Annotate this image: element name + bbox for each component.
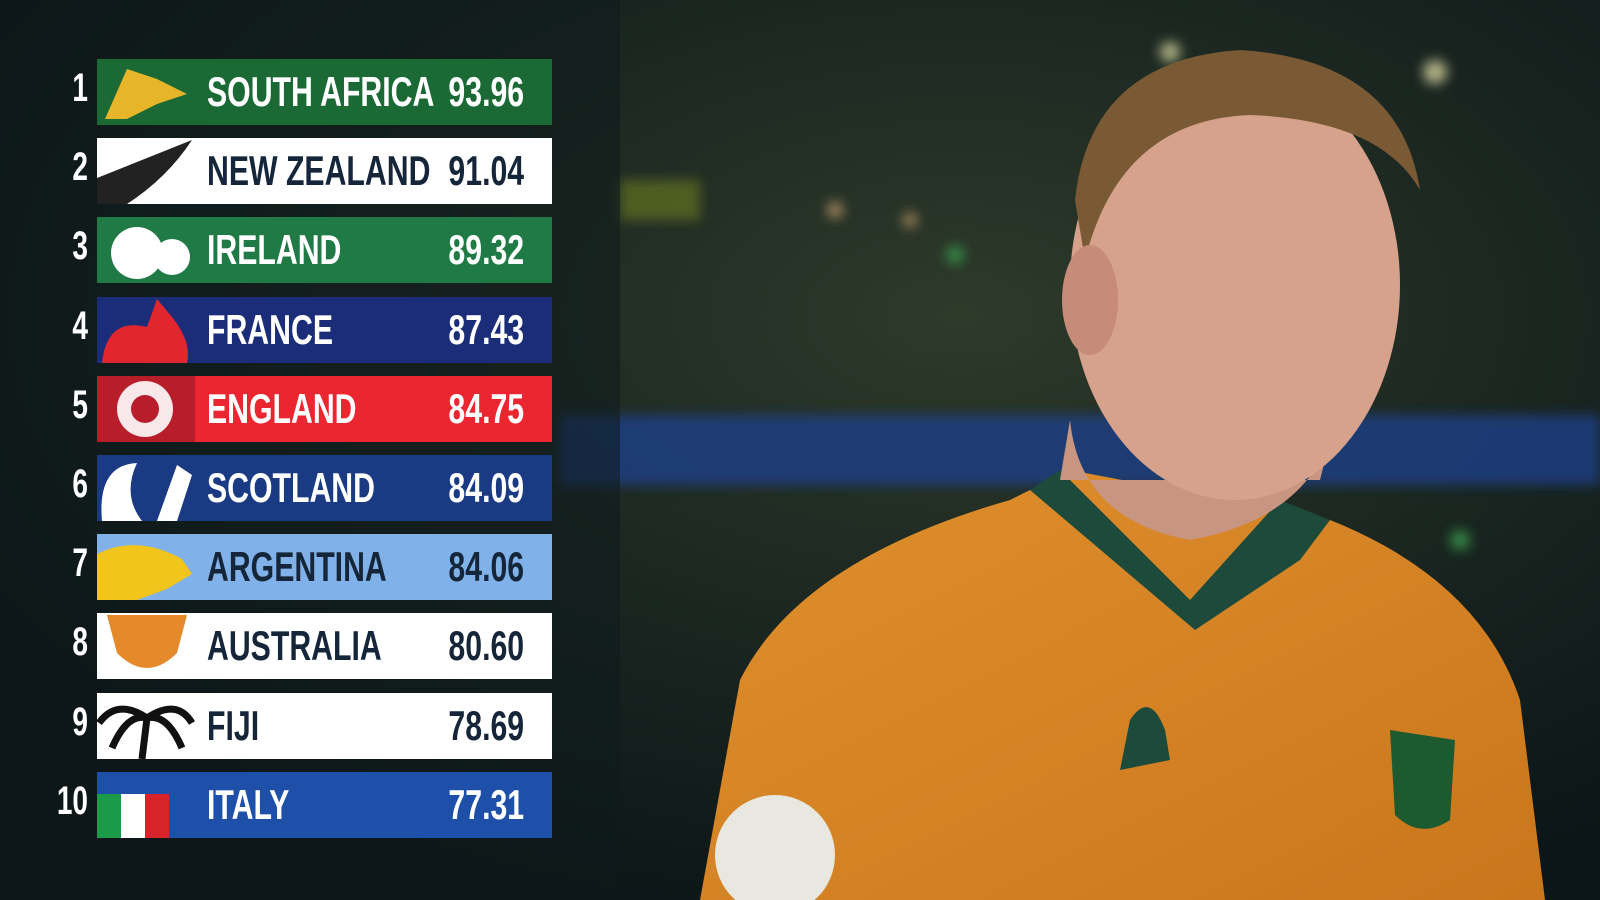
rank-number: 8: [72, 620, 88, 665]
logo-shape: [97, 705, 195, 759]
rank-number: 4: [72, 303, 88, 348]
team-points: 89.32: [448, 226, 524, 274]
rank-number: 1: [72, 66, 88, 110]
ranking-row: FRANCE 87.43: [97, 296, 552, 363]
team-name: AUSTRALIA: [207, 622, 382, 670]
team-points: 80.60: [448, 622, 524, 670]
ranking-row: ITALY 77.31: [97, 771, 552, 838]
team-logo: [97, 138, 195, 205]
team-points: 84.09: [448, 464, 524, 511]
team-points: 91.04: [448, 147, 524, 195]
ranking-row: FIJI 78.69: [97, 692, 552, 759]
rank-number: 7: [72, 541, 88, 586]
team-logo: [97, 59, 195, 125]
rank-number: 5: [72, 382, 88, 427]
team-points: 84.06: [448, 543, 524, 591]
team-name: ARGENTINA: [207, 543, 387, 591]
ranking-row: SOUTH AFRICA 93.96: [97, 59, 552, 125]
logo-shape: [121, 793, 145, 838]
team-logo: [97, 217, 195, 284]
team-name: FRANCE: [207, 305, 333, 353]
rank-number: 2: [72, 145, 88, 190]
logo-shape: [105, 69, 187, 119]
team-points: 93.96: [448, 68, 524, 115]
team-logo: [97, 534, 195, 601]
rankings-table: 1 SOUTH AFRICA 93.96 2 NEW ZEALAND 91.04 3 IREL…: [0, 0, 600, 900]
logo-shape: [154, 239, 190, 276]
team-logo: [97, 375, 195, 442]
ranking-row: AUSTRALIA 80.60: [97, 613, 552, 680]
rank-number: 10: [56, 778, 88, 823]
logo-shape: [97, 793, 121, 838]
ranking-row: ARGENTINA 84.06: [97, 534, 552, 601]
team-name: ENGLAND: [207, 384, 357, 432]
logo-shape: [97, 140, 192, 205]
ranking-row: NEW ZEALAND 91.04: [97, 138, 552, 205]
team-points: 87.43: [448, 305, 524, 353]
team-logo: [97, 771, 195, 838]
team-name: ITALY: [207, 780, 290, 828]
team-name: NEW ZEALAND: [207, 147, 431, 195]
team-points: 77.31: [448, 780, 524, 828]
team-points: 78.69: [448, 701, 524, 749]
team-points: 84.75: [448, 384, 524, 432]
team-logo: [97, 692, 195, 759]
logo-shape: [102, 298, 188, 363]
rank-number: 6: [72, 462, 88, 506]
rank-number: 3: [72, 224, 88, 269]
logo-shape: [107, 615, 187, 669]
rank-number: 9: [72, 699, 88, 744]
logo-shape: [111, 227, 163, 280]
ranking-row: SCOTLAND 84.09: [97, 455, 552, 521]
team-name: FIJI: [207, 701, 260, 749]
team-logo: [97, 613, 195, 680]
team-name: IRELAND: [207, 226, 342, 274]
logo-shape: [97, 545, 192, 601]
logo-shape: [131, 394, 159, 423]
team-name: SCOTLAND: [207, 464, 375, 511]
logo-shape: [145, 793, 169, 838]
ranking-row: IRELAND 89.32: [97, 217, 552, 284]
logo-shape: [101, 463, 192, 521]
team-logo: [97, 296, 195, 363]
team-logo: [97, 455, 195, 521]
ranking-row: ENGLAND 84.75: [97, 375, 552, 442]
team-name: SOUTH AFRICA: [207, 68, 435, 115]
